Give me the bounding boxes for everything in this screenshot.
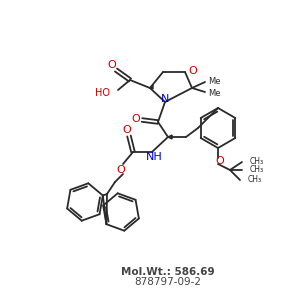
Text: O: O — [189, 66, 197, 76]
Text: HO: HO — [95, 88, 110, 98]
Text: N: N — [161, 94, 169, 104]
Polygon shape — [168, 135, 172, 139]
Text: Me: Me — [208, 76, 220, 85]
Text: O: O — [132, 114, 140, 124]
Text: Me: Me — [208, 88, 220, 98]
Text: CH₃: CH₃ — [248, 176, 262, 184]
Text: O: O — [108, 60, 116, 70]
Text: CH₃: CH₃ — [250, 157, 264, 166]
Text: CH₃: CH₃ — [250, 164, 264, 173]
Text: O: O — [123, 125, 131, 135]
Text: NH: NH — [146, 152, 162, 162]
Text: O: O — [216, 156, 224, 166]
Text: 878797-09-2: 878797-09-2 — [134, 277, 202, 287]
Text: O: O — [117, 165, 125, 175]
Text: Mol.Wt.: 586.69: Mol.Wt.: 586.69 — [121, 267, 215, 277]
Polygon shape — [150, 85, 153, 89]
